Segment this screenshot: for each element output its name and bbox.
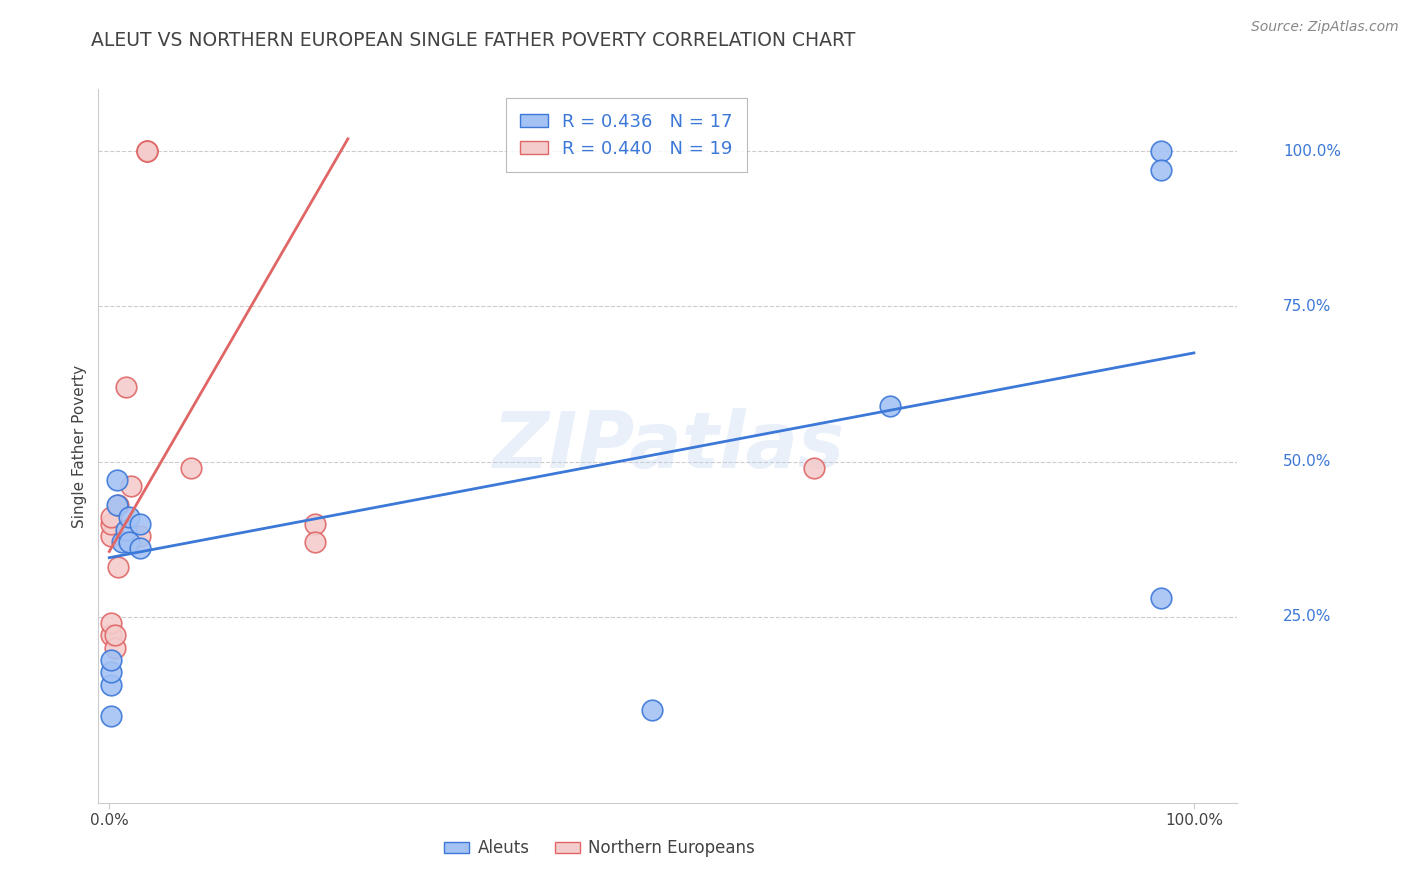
Point [1150, 162, 1173, 177]
Point [136, 145, 159, 159]
Y-axis label: Single Father Poverty: Single Father Poverty [72, 365, 87, 527]
Point [1150, 591, 1173, 605]
Point [136, 145, 159, 159]
Point [128, 541, 150, 556]
Point [100, 516, 122, 531]
Point [879, 399, 901, 413]
Point [107, 498, 129, 512]
Point [105, 498, 128, 512]
Point [100, 615, 122, 630]
Point [111, 535, 134, 549]
Point [100, 653, 122, 667]
Point [105, 473, 128, 487]
Text: ALEUT VS NORTHERN EUROPEAN SINGLE FATHER POVERTY CORRELATION CHART: ALEUT VS NORTHERN EUROPEAN SINGLE FATHER… [91, 31, 856, 50]
Point [100, 529, 122, 543]
Text: 75.0%: 75.0% [1282, 299, 1331, 314]
Point [104, 640, 127, 655]
Text: ZIPatlas: ZIPatlas [492, 408, 844, 484]
Point [136, 145, 159, 159]
Point [104, 628, 127, 642]
Point [114, 523, 136, 537]
Point [180, 460, 202, 475]
Point [640, 703, 662, 717]
Point [304, 535, 326, 549]
Text: 100.0%: 100.0% [1282, 144, 1341, 159]
Point [803, 460, 825, 475]
Point [118, 510, 141, 524]
Text: 25.0%: 25.0% [1282, 609, 1331, 624]
Point [118, 535, 141, 549]
Point [100, 665, 122, 680]
Point [128, 529, 150, 543]
Point [100, 510, 122, 524]
Point [120, 479, 142, 493]
Legend: Aleuts, Northern Europeans: Aleuts, Northern Europeans [436, 831, 763, 866]
Point [114, 380, 136, 394]
Text: Source: ZipAtlas.com: Source: ZipAtlas.com [1251, 20, 1399, 34]
Point [304, 516, 326, 531]
Point [128, 516, 150, 531]
Point [100, 628, 122, 642]
Text: 50.0%: 50.0% [1282, 454, 1331, 469]
Point [100, 709, 122, 723]
Point [107, 560, 129, 574]
Point [100, 678, 122, 692]
Point [1150, 145, 1173, 159]
